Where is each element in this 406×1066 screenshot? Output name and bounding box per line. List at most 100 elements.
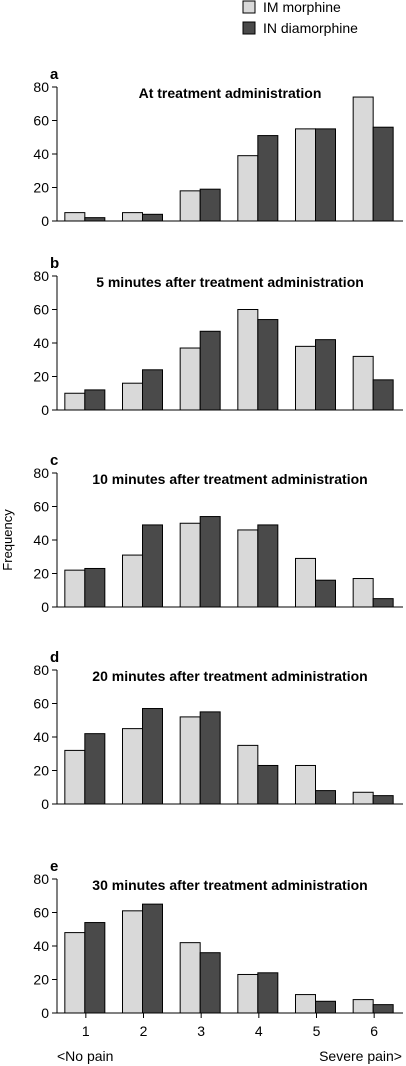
y-tick-label: 60 (33, 696, 49, 712)
y-tick-label: 80 (33, 871, 49, 887)
x-tick-label: 2 (140, 1023, 148, 1039)
bar-im-morphine (295, 128, 316, 222)
bar-in-diamorphine (257, 764, 279, 805)
bar-in-diamorphine (199, 330, 221, 411)
panel-letter: b (50, 255, 59, 272)
bar-in-diamorphine (142, 524, 163, 608)
y-tick-label: 60 (33, 113, 49, 129)
bar-in-diamorphine (372, 1004, 394, 1014)
legend-swatch-in-diamorphine (242, 21, 256, 35)
bar-im-morphine (237, 744, 259, 805)
y-tick-label: 20 (33, 566, 49, 582)
bar-in-diamorphine (199, 188, 221, 222)
y-tick-label: 20 (33, 972, 49, 988)
x-left-end-label: <No pain (57, 1048, 113, 1064)
bar-in-diamorphine (142, 708, 163, 805)
bar-im-morphine (179, 716, 201, 805)
panel-e: e 30 minutes after treatment administrati… (33, 858, 403, 1039)
bar-im-morphine (295, 557, 316, 608)
bar-in-diamorphine (199, 952, 221, 1014)
bar-im-morphine (352, 999, 374, 1014)
bar-in-diamorphine (84, 733, 106, 805)
panel-title: 5 minutes after treatment administration (96, 274, 364, 290)
y-tick-label: 0 (41, 599, 49, 615)
y-tick-label: 40 (33, 938, 49, 954)
panel-title: 10 minutes after treatment administratio… (92, 471, 367, 487)
panel-c: c 10 minutes after treatment administrati… (33, 452, 403, 615)
y-tick-label: 80 (33, 268, 49, 284)
bar-im-morphine (237, 973, 259, 1014)
bar-in-diamorphine (257, 524, 279, 608)
bar-im-morphine (64, 392, 86, 411)
y-tick-label: 80 (33, 79, 49, 95)
y-tick-label: 0 (41, 1005, 49, 1021)
bar-im-morphine (122, 212, 143, 222)
bar-in-diamorphine (315, 579, 336, 608)
x-tick-label: 5 (313, 1023, 321, 1039)
y-tick-label: 40 (33, 532, 49, 548)
bar-in-diamorphine (84, 567, 106, 608)
bar-im-morphine (237, 309, 259, 411)
bar-im-morphine (122, 554, 143, 608)
bar-im-morphine (295, 764, 316, 805)
y-tick-label: 80 (33, 465, 49, 481)
panel-title: At treatment administration (139, 85, 322, 101)
bar-im-morphine (352, 791, 374, 805)
bar-in-diamorphine (199, 711, 221, 805)
x-tick-label: 6 (370, 1023, 378, 1039)
y-tick-label: 0 (41, 402, 49, 418)
x-tick-label: 4 (255, 1023, 263, 1039)
bar-in-diamorphine (84, 217, 106, 222)
bar-in-diamorphine (372, 795, 394, 805)
y-tick-label: 0 (41, 213, 49, 229)
y-tick-label: 20 (33, 369, 49, 385)
y-axis-label: Frequency (0, 509, 15, 571)
bar-im-morphine (179, 522, 201, 608)
bar-im-morphine (64, 749, 86, 805)
bar-im-morphine (352, 96, 374, 222)
y-tick-label: 40 (33, 729, 49, 745)
bar-im-morphine (64, 932, 86, 1014)
bar-in-diamorphine (142, 213, 163, 222)
bar-im-morphine (64, 212, 86, 222)
panel-letter: a (50, 66, 59, 83)
legend-swatch-im-morphine (242, 0, 256, 14)
legend: IM morphine IN diamorphine (242, 0, 358, 36)
bar-in-diamorphine (315, 128, 336, 222)
y-tick-label: 20 (33, 180, 49, 196)
panel-letter: e (50, 858, 58, 875)
bar-in-diamorphine (372, 598, 394, 608)
bar-in-diamorphine (257, 135, 279, 222)
bar-im-morphine (295, 994, 316, 1014)
bar-in-diamorphine (372, 126, 394, 222)
bar-in-diamorphine (199, 516, 221, 608)
bar-im-morphine (237, 155, 259, 222)
panel-title: 30 minutes after treatment administratio… (92, 877, 367, 893)
bar-in-diamorphine (84, 389, 106, 411)
bar-im-morphine (352, 355, 374, 411)
bar-in-diamorphine (142, 369, 163, 411)
panel-d: d 20 minutes after treatment administrati… (33, 649, 403, 812)
bar-im-morphine (122, 728, 143, 805)
x-tick-label: 1 (82, 1023, 90, 1039)
y-tick-label: 0 (41, 796, 49, 812)
bar-im-morphine (179, 347, 201, 411)
panel-b: b 5 minutes after treatment administratio… (33, 255, 403, 418)
y-tick-label: 40 (33, 335, 49, 351)
bar-im-morphine (122, 382, 143, 411)
panels: aAt treatment administration020406080b5 … (33, 66, 403, 1039)
x-tick-label: 3 (197, 1023, 205, 1039)
panel-letter: d (50, 649, 59, 666)
bar-im-morphine (179, 942, 201, 1014)
bar-in-diamorphine (84, 922, 106, 1014)
bar-in-diamorphine (372, 379, 394, 411)
y-tick-label: 80 (33, 662, 49, 678)
y-tick-label: 60 (33, 302, 49, 318)
panel-title: 20 minutes after treatment administratio… (92, 668, 367, 684)
bar-im-morphine (122, 910, 143, 1014)
bar-in-diamorphine (315, 1000, 336, 1014)
bar-in-diamorphine (315, 339, 336, 411)
x-right-end-label: Severe pain> (319, 1048, 402, 1064)
bar-im-morphine (64, 569, 86, 608)
